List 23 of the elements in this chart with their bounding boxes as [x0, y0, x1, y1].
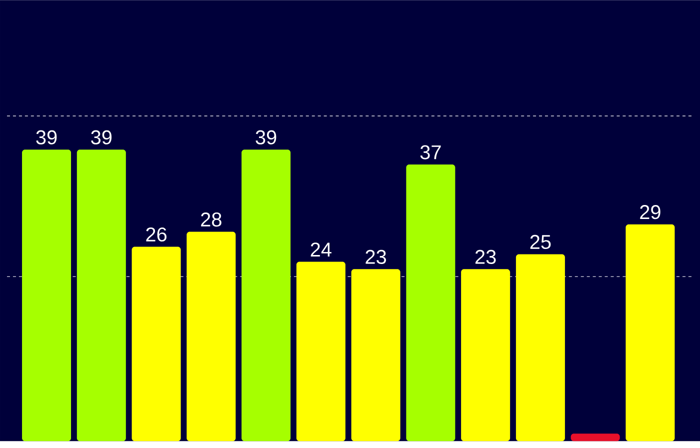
bar — [351, 269, 400, 442]
bar — [296, 262, 346, 442]
bar — [132, 246, 181, 442]
data-label: 29 — [640, 205, 660, 220]
data-label: 24 — [310, 242, 332, 257]
data-label: 39 — [36, 130, 57, 144]
data-label: 26 — [146, 227, 166, 242]
bar — [22, 150, 72, 442]
data-label: 37 — [420, 145, 441, 160]
bar — [242, 150, 291, 442]
data-label: 28 — [201, 212, 222, 227]
bar — [461, 269, 510, 442]
data-label: 39 — [91, 130, 112, 144]
data-label: 23 — [475, 250, 496, 264]
bar — [406, 164, 456, 442]
bar — [186, 232, 236, 442]
bar — [516, 254, 565, 442]
data-label: 25 — [530, 234, 551, 250]
bar — [626, 224, 675, 442]
data-label: 39 — [256, 130, 276, 144]
bar — [76, 150, 126, 442]
data-label: 23 — [366, 250, 386, 264]
bar — [570, 434, 620, 442]
